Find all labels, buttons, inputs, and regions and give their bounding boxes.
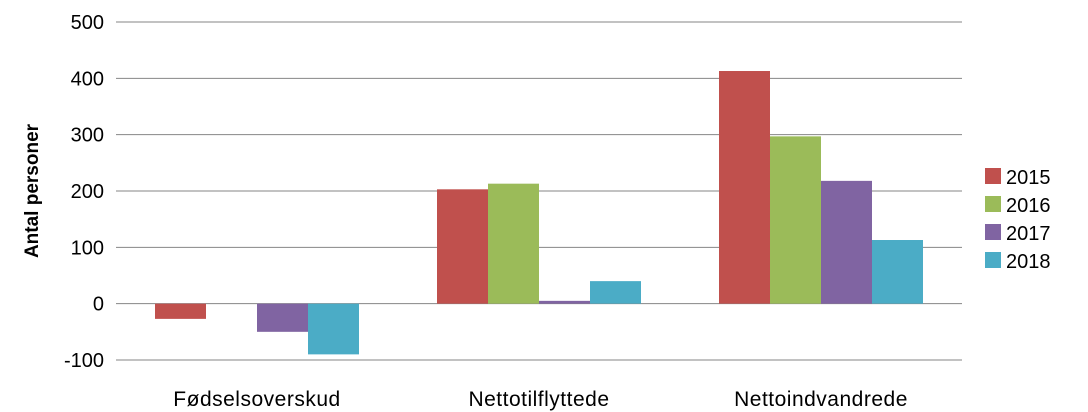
legend-label: 2016: [1006, 195, 1051, 217]
bars: [155, 71, 923, 355]
legend-swatch-2017: [985, 224, 1001, 240]
bar-2018-0: [308, 303, 359, 355]
bar-2016-1: [488, 183, 539, 304]
y-axis-title: Antal personer: [22, 123, 43, 258]
x-category-label: Nettoindvandrede: [734, 388, 908, 411]
x-category-labels: Fødselsoverskud Nettotilflyttede Nettoindv…: [173, 388, 908, 411]
y-tick-label: 100: [71, 237, 104, 259]
legend-label: 2017: [1006, 223, 1051, 245]
legend: 2015 2016 2017 2018: [985, 167, 1051, 273]
bar-2018-1: [590, 281, 641, 304]
y-tick-label: -100: [64, 350, 104, 372]
bar-2015-0: [155, 303, 206, 319]
y-tick-label: 300: [71, 125, 104, 147]
bar-2015-1: [437, 189, 488, 304]
y-tick-labels: -100 0 100 200 300 400 500: [64, 12, 104, 372]
legend-swatch-2018: [985, 252, 1001, 268]
y-tick-label: 0: [93, 294, 104, 316]
legend-swatch-2016: [985, 196, 1001, 212]
y-tick-label: 200: [71, 181, 104, 203]
bar-2015-2: [719, 71, 770, 304]
x-category-label: Nettotilflyttede: [468, 388, 609, 411]
bar-2017-2: [821, 180, 872, 304]
bar-2017-1: [539, 300, 590, 304]
x-category-label: Fødselsoverskud: [173, 388, 340, 411]
y-tick-label: 500: [71, 12, 104, 34]
bar-2017-0: [257, 303, 308, 332]
bar-2016-2: [770, 136, 821, 304]
legend-label: 2018: [1006, 251, 1051, 273]
legend-swatch-2015: [985, 168, 1001, 184]
legend-label: 2015: [1006, 167, 1051, 189]
y-tick-label: 400: [71, 68, 104, 90]
bar-2018-2: [872, 240, 923, 304]
